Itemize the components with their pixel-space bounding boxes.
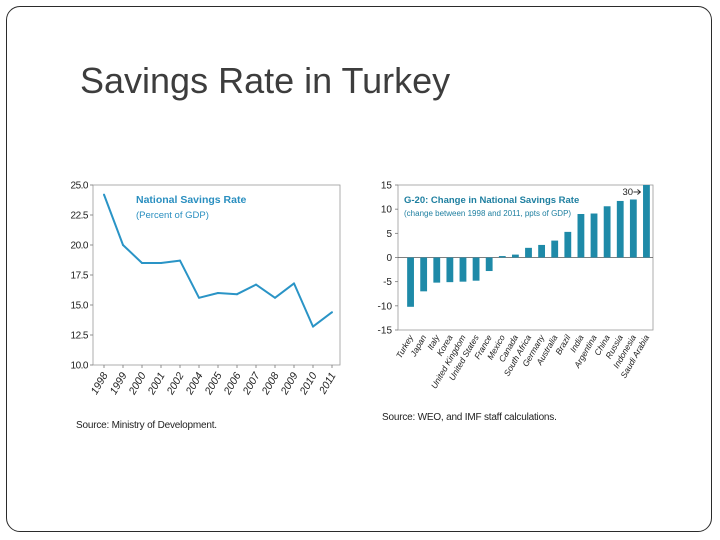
bar <box>616 200 624 258</box>
data-point <box>236 293 238 296</box>
x-tick-label: 2000 <box>126 370 149 397</box>
x-tick-label: 2004 <box>183 370 206 397</box>
x-tick-label: 1999 <box>108 370 130 396</box>
bar <box>643 185 650 258</box>
line-chart: National Savings Rate (Percent of GDP) 2… <box>71 181 341 398</box>
x-tick-label: 2010 <box>297 370 320 397</box>
slide-title: Savings Rate in Turkey <box>80 60 451 101</box>
bar <box>472 257 480 281</box>
bar <box>629 199 637 258</box>
data-point <box>255 283 257 286</box>
bar-chart-subtitle: (change between 1998 and 2011, ppts of G… <box>404 209 571 218</box>
line-chart-title: National Savings Rate <box>136 194 246 206</box>
bar <box>577 214 585 258</box>
x-tick-label: 2007 <box>240 369 263 397</box>
annotation-label: 30 <box>622 187 633 198</box>
plot-frame <box>92 184 341 366</box>
bar <box>538 244 546 258</box>
x-tick-label: 2002 <box>164 370 187 397</box>
data-point <box>179 259 181 262</box>
bar <box>407 257 414 307</box>
data-point <box>331 311 333 314</box>
bar <box>446 257 454 283</box>
x-tick-label: 2011 <box>316 371 338 397</box>
bar <box>551 240 559 258</box>
bar <box>525 247 532 258</box>
y-tick-label: -15 <box>378 326 393 337</box>
y-tick-label: -5 <box>383 277 392 288</box>
y-tick-label: 15 <box>381 181 393 192</box>
slide-frame <box>6 6 712 532</box>
bar-chart-title: G-20: Change in National Savings Rate <box>404 195 579 206</box>
y-tick-label: 5 <box>386 229 392 240</box>
y-tick-label: 17.5 <box>71 271 89 282</box>
data-point <box>103 193 105 196</box>
bar <box>564 231 572 258</box>
data-point <box>160 262 162 264</box>
x-tick-label: 2008 <box>259 370 282 397</box>
y-tick-label: 10 <box>381 205 393 216</box>
data-point <box>122 244 124 246</box>
bar <box>420 257 428 292</box>
y-tick-label: 25.0 <box>71 181 89 192</box>
y-tick-label: 10.0 <box>71 361 89 372</box>
bar <box>433 257 441 283</box>
data-point <box>293 282 295 285</box>
data-point <box>198 296 200 299</box>
bar-chart: G-20: Change in National Savings Rate (c… <box>378 181 654 390</box>
data-point <box>217 292 219 294</box>
line-chart-subtitle: (Percent of GDP) <box>136 210 209 221</box>
bar <box>485 257 493 272</box>
bar <box>511 254 519 258</box>
bar <box>590 213 598 258</box>
y-tick-label: 22.5 <box>71 211 89 222</box>
y-tick-label: 12.5 <box>71 331 89 342</box>
x-tick-label: 2001 <box>145 371 168 398</box>
y-tick-label: 0 <box>386 253 392 264</box>
line-chart-source: Source: Ministry of Development. <box>76 420 217 431</box>
y-tick-label: -10 <box>378 301 393 312</box>
x-tick-label: 1998 <box>89 370 111 396</box>
x-tick-label: 2009 <box>278 370 301 397</box>
x-tick-label: 2006 <box>221 370 244 397</box>
data-point <box>312 325 314 328</box>
data-point <box>274 296 276 299</box>
y-tick-label: 20.0 <box>71 241 89 252</box>
annotation-arrowhead <box>637 189 642 195</box>
y-tick-label: 15.0 <box>71 301 89 312</box>
data-point <box>141 262 143 264</box>
x-tick-label: 2005 <box>202 370 225 397</box>
bar <box>498 256 506 258</box>
bar <box>603 206 611 258</box>
bar-chart-source: Source: WEO, and IMF staff calculations. <box>382 412 557 423</box>
bar <box>459 257 467 282</box>
